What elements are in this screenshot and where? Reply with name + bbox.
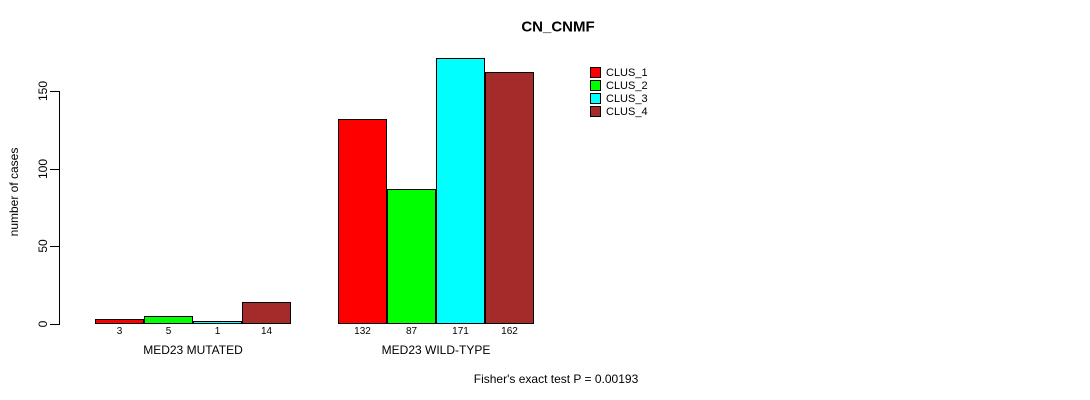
y-axis-title: number of cases [7, 147, 21, 237]
y-tick-label: 100 [36, 158, 50, 180]
y-tick [50, 324, 60, 325]
bar-value-label: 132 [354, 326, 371, 337]
legend-swatch-clus-3 [590, 93, 601, 104]
bar-value-label: 87 [405, 326, 418, 337]
y-tick [50, 91, 60, 92]
y-tick [50, 169, 60, 170]
bar-clus-3-med23-wild-type [436, 58, 485, 324]
bar-value-label: 5 [165, 326, 172, 337]
y-tick-label: 150 [36, 80, 50, 102]
legend-swatch-clus-4 [590, 106, 601, 117]
legend-item-clus-1: CLUS_1 [590, 66, 648, 79]
y-axis-line [59, 91, 60, 325]
y-tick [50, 246, 60, 247]
legend: CLUS_1 CLUS_2 CLUS_3 CLUS_4 [590, 66, 648, 118]
x-category-label-med23-mutated: MED23 MUTATED [143, 343, 243, 357]
bar-value-label: 162 [501, 326, 518, 337]
bar-clus-2-med23-mutated [144, 316, 193, 324]
bar-value-label: 171 [452, 326, 469, 337]
bar-clus-1-med23-mutated [95, 319, 144, 324]
legend-item-clus-2: CLUS_2 [590, 79, 648, 92]
legend-item-clus-4: CLUS_4 [590, 105, 648, 118]
bar-clus-1-med23-wild-type [338, 119, 387, 324]
legend-item-clus-3: CLUS_3 [590, 92, 648, 105]
fisher-test-annotation: Fisher's exact test P = 0.00193 [473, 372, 639, 386]
legend-label: CLUS_2 [606, 79, 648, 92]
legend-swatch-clus-2 [590, 80, 601, 91]
bar-value-label: 14 [260, 326, 273, 337]
bar-clus-3-med23-mutated [193, 321, 242, 324]
legend-label: CLUS_4 [606, 105, 648, 118]
bar-value-label: 3 [116, 326, 123, 337]
y-tick-label: 0 [36, 320, 50, 328]
bar-clus-2-med23-wild-type [387, 189, 436, 324]
bar-clus-4-med23-mutated [242, 302, 291, 324]
legend-label: CLUS_1 [606, 66, 648, 79]
x-category-label-med23-wild-type: MED23 WILD-TYPE [381, 343, 491, 357]
legend-swatch-clus-1 [590, 67, 601, 78]
y-tick-label: 50 [36, 239, 50, 253]
legend-label: CLUS_3 [606, 92, 648, 105]
bar-value-label: 1 [214, 326, 221, 337]
chart-title: CN_CNMF [521, 18, 595, 36]
bar-clus-4-med23-wild-type [485, 72, 534, 324]
